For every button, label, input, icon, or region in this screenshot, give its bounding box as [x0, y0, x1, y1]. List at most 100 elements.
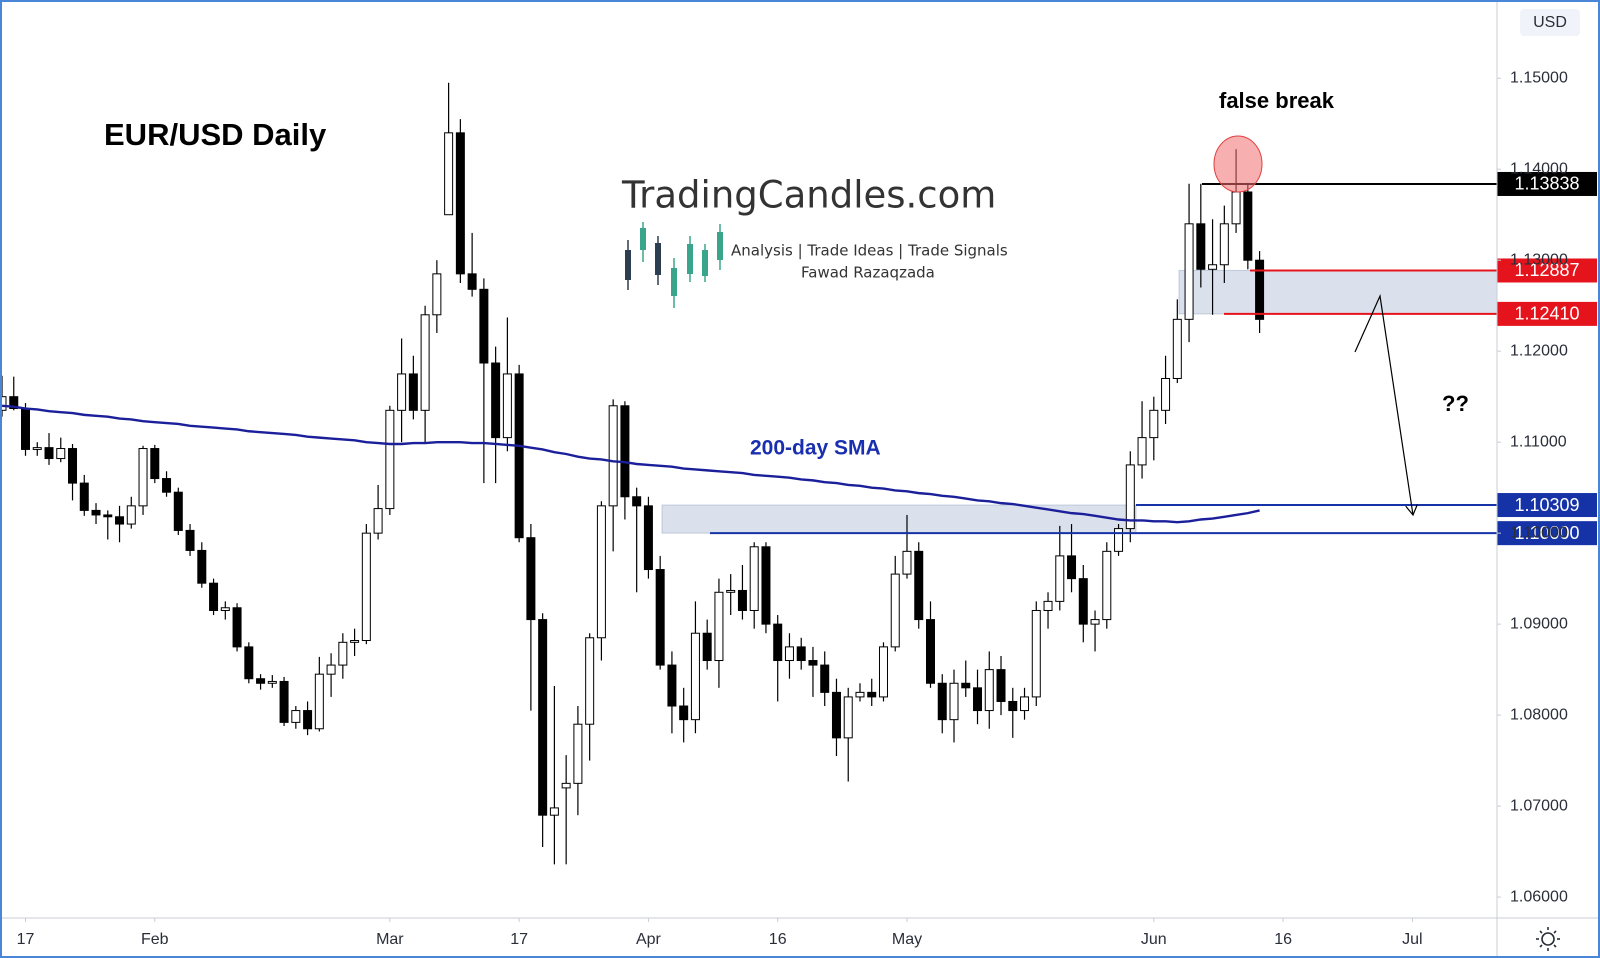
candle-body	[1102, 550, 1112, 621]
chart-title: EUR/USD Daily	[104, 117, 327, 152]
candle-body	[925, 619, 935, 684]
candle-body	[1137, 437, 1147, 466]
candle-body	[1090, 619, 1100, 625]
candle-body	[549, 807, 559, 816]
candle-body	[573, 723, 583, 784]
candle-body	[220, 607, 230, 611]
candle-body	[209, 582, 219, 611]
candle-body	[185, 529, 195, 551]
candle-body	[761, 546, 771, 625]
candle-body	[1172, 318, 1182, 379]
candle-body	[79, 482, 89, 511]
x-tick-label: 17	[17, 931, 35, 948]
settings-icon[interactable]	[1536, 927, 1560, 951]
y-tick-label: 1.14000	[1510, 160, 1568, 177]
candle-body	[878, 646, 888, 698]
candle-body	[655, 569, 665, 666]
candle-body	[784, 646, 794, 662]
currency-label[interactable]: USD	[1533, 14, 1567, 31]
level-label-box	[1497, 171, 1597, 196]
candle-body	[1008, 700, 1018, 712]
candle-body	[267, 680, 277, 684]
candle-body	[291, 710, 301, 723]
level-label: 1.12410	[1514, 304, 1579, 324]
candle-body	[984, 669, 994, 712]
candle-body	[9, 396, 19, 410]
level-label: 1.10309	[1514, 495, 1579, 515]
candle-body	[514, 373, 524, 539]
watermark-brand: TradingCandles.com	[621, 174, 996, 217]
candle-body	[667, 664, 677, 707]
watermark-tagline: Analysis | Trade Ideas | Trade Signals	[731, 242, 1008, 260]
annotation: ??	[1442, 391, 1469, 416]
y-tick-label: 1.07000	[1510, 797, 1568, 814]
candle-body	[961, 682, 971, 689]
false-break-circle	[1213, 135, 1263, 193]
level-label-box	[1497, 301, 1597, 326]
candle-body	[385, 409, 395, 510]
candle-body	[902, 550, 912, 575]
candle-body	[91, 509, 101, 516]
x-tick-label: Mar	[376, 931, 404, 948]
currency-badge[interactable]	[1520, 9, 1580, 36]
x-tick-label: Feb	[141, 931, 169, 948]
candle-body	[1055, 555, 1065, 602]
candle-body	[432, 273, 442, 316]
candle-body	[326, 664, 336, 675]
candle-body	[996, 669, 1006, 702]
candle-body	[726, 589, 736, 593]
candle-body	[491, 362, 501, 439]
candle-body	[914, 550, 924, 621]
level-label: 1.13838	[1514, 174, 1579, 194]
candle-body	[620, 405, 630, 498]
candle-body	[56, 448, 66, 460]
x-tick-label: Jun	[1141, 931, 1167, 948]
candle-body	[502, 373, 512, 439]
candle-body	[632, 496, 642, 507]
candle-body	[1078, 578, 1088, 625]
candle-body	[1031, 609, 1041, 698]
candle-body	[314, 673, 324, 730]
candle-body	[949, 682, 959, 721]
candle-body	[1149, 409, 1159, 439]
y-tick-label: 1.12000	[1510, 342, 1568, 359]
x-tick-label: Jul	[1402, 931, 1422, 948]
candle-body	[808, 660, 818, 666]
candle-body	[244, 646, 254, 680]
candle-body	[162, 478, 172, 493]
sma-line	[1, 404, 1260, 524]
candle-body	[479, 288, 489, 364]
candle-body	[1184, 223, 1194, 320]
candle-body	[338, 641, 348, 666]
candle-body	[690, 632, 700, 721]
candle-body	[1043, 600, 1053, 611]
candle-body	[1067, 555, 1077, 580]
sma-label: 200-day SMA	[750, 437, 881, 460]
overlay: 1.13838 1.12887 1.12410 1.10309 1.10000	[710, 171, 1597, 546]
zone	[1178, 269, 1497, 315]
y-tick-label: 1.11000	[1510, 433, 1567, 450]
candle-body	[173, 491, 183, 531]
candle-body	[197, 549, 207, 584]
candle-body	[420, 314, 430, 411]
candle-body	[937, 682, 947, 721]
candle-body	[44, 447, 54, 460]
candle-body	[702, 632, 712, 662]
level-label: 1.10000	[1514, 523, 1579, 543]
candle-body	[843, 696, 853, 739]
candle-body	[561, 782, 571, 789]
candle-body	[820, 664, 830, 693]
candle-body	[855, 691, 865, 698]
candle-body	[608, 405, 618, 507]
candle-body	[103, 514, 113, 518]
x-tick-label: 16	[1274, 931, 1292, 948]
y-tick-label: 1.06000	[1510, 888, 1568, 905]
candle-body	[1161, 377, 1171, 411]
candle-body	[150, 448, 160, 480]
candle-body	[232, 607, 242, 648]
candle-body	[21, 408, 31, 450]
candle-body	[890, 573, 900, 648]
candle-body	[1125, 464, 1135, 530]
